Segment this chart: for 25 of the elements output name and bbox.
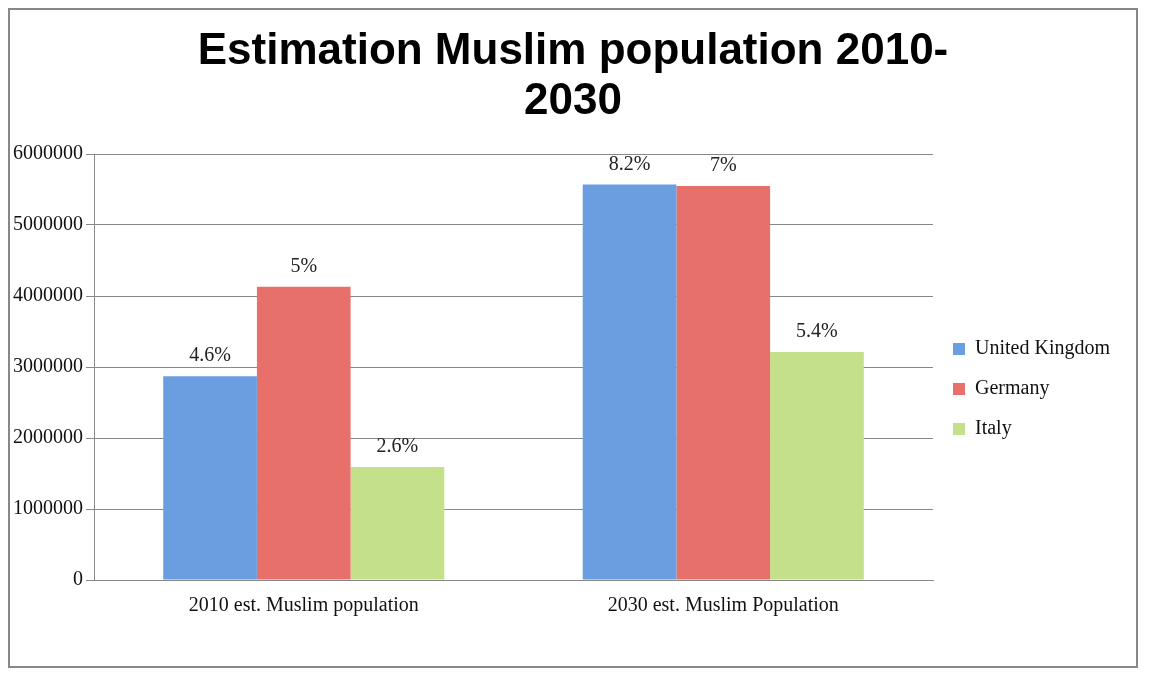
annotation: 5.4% <box>796 319 838 342</box>
legend-label: Germany <box>975 376 1050 400</box>
x-tick-label: 2010 est. Muslim population <box>188 593 419 617</box>
bar <box>163 376 257 580</box>
y-tick-label: 6000000 <box>13 141 83 164</box>
annotation: 2.6% <box>376 434 419 457</box>
y-tick-label: 2000000 <box>13 425 83 448</box>
bar <box>770 352 864 580</box>
bar <box>582 184 677 580</box>
annotation: 5% <box>290 254 318 277</box>
annotation: 4.6% <box>189 343 231 366</box>
bar <box>256 286 351 580</box>
y-tick-label: 0 <box>73 567 83 590</box>
y-tick-label: 4000000 <box>13 283 83 306</box>
chart-title: Estimation Muslim population 2010-2030 <box>196 24 950 124</box>
annotation: 8.2% <box>608 151 651 174</box>
x-tick-label: 2030 est. Muslim Population <box>607 593 839 617</box>
bar <box>350 467 445 580</box>
y-tick-label: 1000000 <box>13 496 83 519</box>
annotation: 7% <box>709 153 737 176</box>
legend-label: Italy <box>975 416 1012 440</box>
legend-label: United Kingdom <box>975 336 1111 360</box>
y-tick-label: 3000000 <box>13 354 83 377</box>
y-tick-label: 5000000 <box>13 212 83 235</box>
bar <box>676 185 771 580</box>
